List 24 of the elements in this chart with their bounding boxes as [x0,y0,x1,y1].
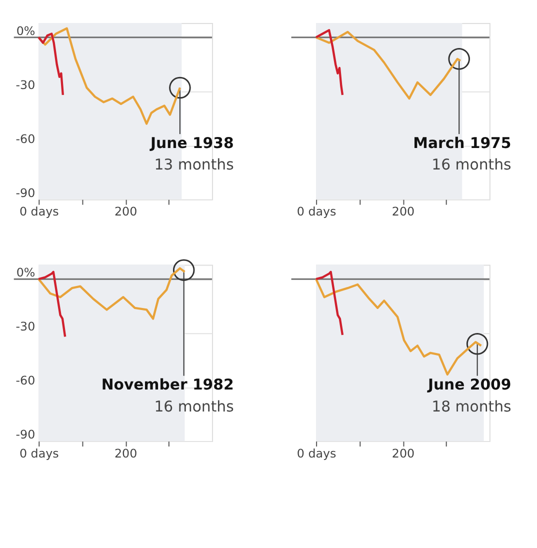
annotation: 18 months [432,397,512,416]
y-tick-label: -90 [16,428,36,442]
x-tick-label: 200 [392,446,415,460]
y-tick-label: 0% [16,24,36,38]
x-tick-label: 200 [114,204,138,219]
annotation: 13 months [154,156,234,174]
x-tick-label: 0 days [296,446,336,460]
annotation: June 1938 [150,134,234,152]
x-tick-label: 0 days [19,204,59,219]
x-tick-label: 200 [392,204,415,219]
annotation: 16 months [154,397,234,416]
x-tick-label: 200 [114,446,138,460]
annotation: 16 months [432,156,512,174]
y-tick-label: -60 [16,374,36,388]
annotation: June 2009 [426,376,512,394]
annotation: March 1975 [413,134,512,152]
y-tick-label: -90 [16,186,36,200]
y-tick-label: 0% [16,266,36,280]
y-tick-label: -30 [16,78,36,92]
annotation: November 1982 [101,376,234,394]
x-tick-label: 0 days [296,204,336,219]
y-tick-label: -30 [16,320,36,334]
x-tick-label: 0 days [19,446,59,460]
y-tick-label: -60 [16,132,36,146]
